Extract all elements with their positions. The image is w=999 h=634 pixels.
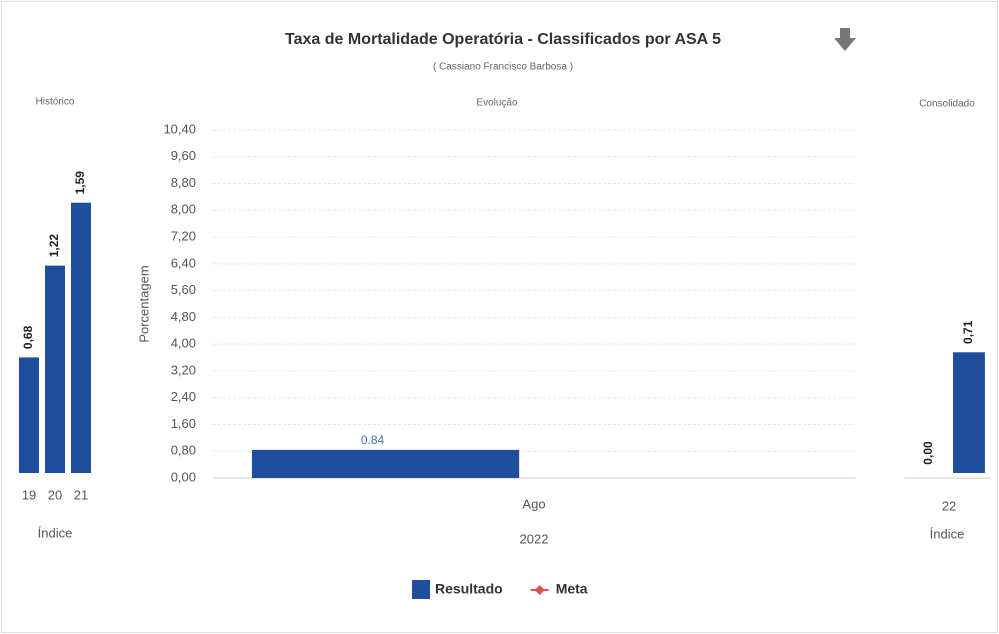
x-tick-label: 20 <box>48 487 62 502</box>
y-axis-label: Porcentagem <box>136 265 151 342</box>
x-axis-label: Índice <box>38 525 73 540</box>
bar <box>18 357 40 473</box>
value-label: 0,68 <box>21 325 35 349</box>
legend-label: Resultado <box>435 581 503 597</box>
x-axis-label: Índice <box>930 526 965 541</box>
bar <box>44 265 66 473</box>
download-icon[interactable] <box>834 28 856 51</box>
panel-title: Evolução <box>476 98 518 109</box>
x-tick-label: 22 <box>942 498 956 513</box>
y-tick-label: 0,80 <box>171 443 196 458</box>
panel-title: Consolidado <box>919 99 975 110</box>
value-label: 0.84 <box>361 433 385 447</box>
y-tick-label: 8,80 <box>171 175 196 190</box>
legend-swatch <box>412 580 430 599</box>
bar <box>70 202 92 473</box>
value-label: 0,71 <box>961 320 975 344</box>
y-tick-label: 6,40 <box>171 255 196 270</box>
y-tick-label: 7,20 <box>171 229 196 244</box>
x-group-label: 2022 <box>520 531 549 546</box>
y-tick-label: 1,60 <box>171 416 196 431</box>
bar <box>251 449 520 478</box>
x-tick-label: Ago <box>522 496 545 511</box>
y-tick-label: 0,00 <box>171 469 196 484</box>
y-tick-label: 9,60 <box>171 148 196 163</box>
value-label: 0,00 <box>921 441 935 465</box>
bar <box>952 352 985 473</box>
value-label: 1,22 <box>47 234 61 258</box>
y-tick-label: 8,00 <box>171 202 196 217</box>
x-tick-label: 19 <box>22 487 36 502</box>
value-label: 1,59 <box>73 171 87 195</box>
y-tick-label: 10,40 <box>163 121 196 136</box>
y-tick-label: 4,80 <box>171 309 196 324</box>
y-tick-label: 4,00 <box>171 336 196 351</box>
y-tick-label: 5,60 <box>171 282 196 297</box>
chart-subtitle: ( Cassiano Francisco Barbosa ) <box>433 62 573 73</box>
legend-swatch <box>534 585 545 595</box>
y-tick-label: 3,20 <box>171 362 196 377</box>
legend-label: Meta <box>556 581 588 597</box>
panel-title: Histórico <box>36 97 75 108</box>
chart-title: Taxa de Mortalidade Operatória - Classif… <box>285 31 721 48</box>
x-tick-label: 21 <box>74 487 88 502</box>
y-tick-label: 2,40 <box>171 389 196 404</box>
